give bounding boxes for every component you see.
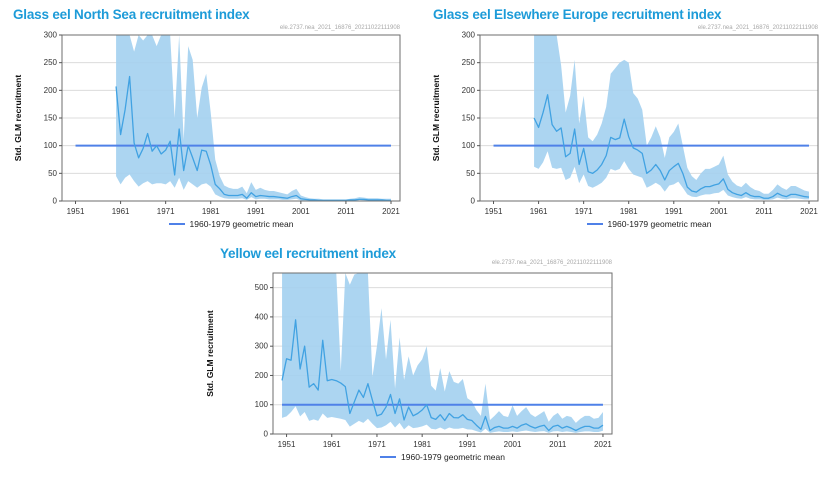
- svg-text:2001: 2001: [292, 207, 310, 216]
- svg-text:50: 50: [48, 169, 57, 178]
- svg-text:300: 300: [462, 31, 476, 40]
- svg-text:1951: 1951: [278, 440, 296, 449]
- legend: 1960-1979 geometric mean: [273, 452, 612, 462]
- svg-text:1961: 1961: [112, 207, 130, 216]
- legend-line-swatch: [586, 223, 603, 225]
- legend-label: 1960-1979 geometric mean: [189, 219, 294, 229]
- svg-text:0: 0: [471, 197, 476, 206]
- svg-text:Std. GLM recruitment: Std. GLM recruitment: [13, 75, 23, 162]
- chart-title: Glass eel Elsewhere Europe recruitment i…: [433, 7, 722, 22]
- svg-text:50: 50: [466, 169, 475, 178]
- svg-text:2001: 2001: [710, 207, 728, 216]
- svg-text:100: 100: [255, 400, 269, 409]
- svg-text:1991: 1991: [458, 440, 476, 449]
- chart-glass-eel-elsewhere-europe: 1951 1961 1971 1981 1991 2001 2011 2021 0 50 100 15…: [424, 4, 828, 240]
- chart-title: Yellow eel recruitment index: [220, 246, 396, 261]
- svg-text:1991: 1991: [247, 207, 265, 216]
- svg-text:1981: 1981: [413, 440, 431, 449]
- svg-text:300: 300: [255, 342, 269, 351]
- svg-text:1981: 1981: [202, 207, 220, 216]
- legend-label: 1960-1979 geometric mean: [607, 219, 712, 229]
- svg-text:1951: 1951: [67, 207, 85, 216]
- svg-text:150: 150: [44, 114, 58, 123]
- svg-text:400: 400: [255, 312, 269, 321]
- watermark-text: ele.2737.nea_2021_16876_20211022111908: [491, 260, 612, 266]
- legend: 1960-1979 geometric mean: [62, 219, 400, 229]
- svg-text:1981: 1981: [620, 207, 638, 216]
- svg-text:200: 200: [462, 86, 476, 95]
- svg-text:1961: 1961: [323, 440, 341, 449]
- svg-text:1951: 1951: [485, 207, 503, 216]
- chart-yellow-eel: 1951 1961 1971 1981 1991 2001 2011 2021 0 100 200 3…: [198, 246, 622, 476]
- svg-text:500: 500: [255, 283, 269, 292]
- legend-label: 1960-1979 geometric mean: [401, 452, 505, 462]
- svg-text:250: 250: [462, 58, 476, 67]
- svg-text:1991: 1991: [665, 207, 683, 216]
- svg-text:1971: 1971: [575, 207, 593, 216]
- svg-text:2021: 2021: [382, 207, 400, 216]
- svg-text:2011: 2011: [549, 440, 567, 449]
- chart-glass-eel-north-sea: 1951 1961 1971 1981 1991 2001 2011 2021 0 50 100 15…: [6, 4, 410, 240]
- svg-text:2011: 2011: [755, 207, 773, 216]
- watermark-text: ele.2737.nea_2021_16876_20211022111908: [697, 25, 818, 31]
- svg-text:100: 100: [44, 141, 58, 150]
- svg-text:Std. GLM recruitment: Std. GLM recruitment: [205, 310, 215, 397]
- svg-text:2021: 2021: [800, 207, 818, 216]
- svg-text:200: 200: [44, 86, 58, 95]
- svg-text:250: 250: [44, 58, 58, 67]
- legend: 1960-1979 geometric mean: [480, 219, 818, 229]
- legend-line-swatch: [380, 456, 397, 458]
- svg-text:2021: 2021: [594, 440, 612, 449]
- svg-text:1971: 1971: [157, 207, 175, 216]
- watermark-text: ele.2737.nea_2021_16876_20211022111908: [279, 25, 400, 31]
- svg-text:150: 150: [462, 114, 476, 123]
- legend-line-swatch: [168, 223, 185, 225]
- svg-text:300: 300: [44, 31, 58, 40]
- svg-text:2011: 2011: [337, 207, 355, 216]
- svg-text:0: 0: [264, 430, 269, 439]
- chart-title: Glass eel North Sea recruitment index: [13, 7, 250, 22]
- svg-text:0: 0: [53, 197, 58, 206]
- svg-text:200: 200: [255, 371, 269, 380]
- svg-text:1971: 1971: [368, 440, 386, 449]
- svg-text:1961: 1961: [530, 207, 548, 216]
- yellow-eel-plot: 1951 1961 1971 1981 1991 2001 2011 2021 0 100 200 3…: [205, 272, 613, 449]
- svg-text:100: 100: [462, 141, 476, 150]
- svg-text:Std. GLM recruitment: Std. GLM recruitment: [431, 75, 441, 162]
- north-sea-plot: 1951 1961 1971 1981 1991 2001 2011 2021 0 50 100 15…: [13, 31, 401, 216]
- svg-text:2001: 2001: [504, 440, 522, 449]
- elsewhere-europe-plot: 1951 1961 1971 1981 1991 2001 2011 2021 0 50 100 15…: [431, 31, 819, 216]
